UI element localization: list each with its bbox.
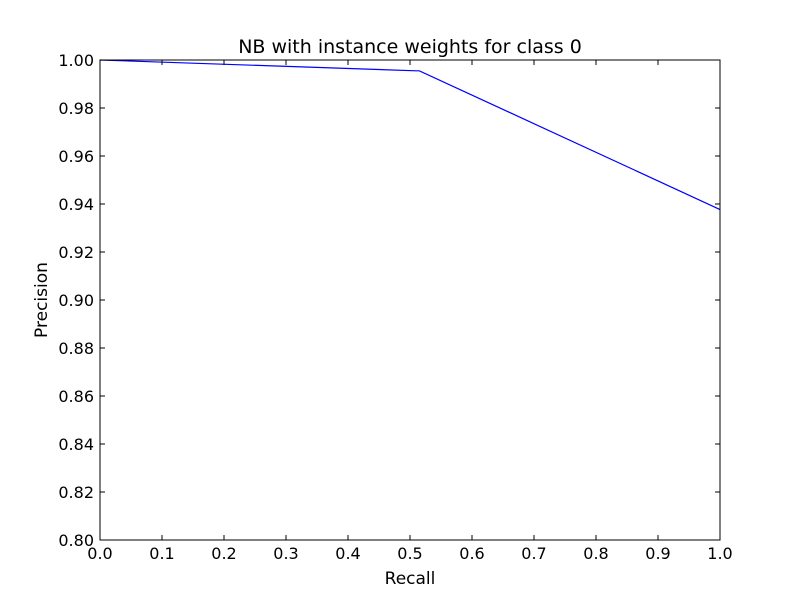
y-axis: 0.80 0.82 0.84 0.86 0.88 0.90 0.92 0.94 0.96 0.98… xyxy=(58,51,720,550)
y-tick-label: 0.90 xyxy=(58,291,94,310)
x-tick-label: 0.0 xyxy=(87,544,112,563)
chart-title: NB with instance weights for class 0 xyxy=(238,36,582,58)
y-tick-label: 0.80 xyxy=(58,531,94,550)
y-tick-label: 0.92 xyxy=(58,243,94,262)
x-tick-label: 0.1 xyxy=(149,544,174,563)
y-tick-label: 0.98 xyxy=(58,99,94,118)
y-tick-label: 0.96 xyxy=(58,147,94,166)
x-axis-title: Recall xyxy=(385,569,436,589)
x-tick-label: 0.6 xyxy=(459,544,484,563)
x-tick-label: 0.2 xyxy=(211,544,236,563)
x-tick-label: 0.3 xyxy=(273,544,298,563)
x-tick-label: 0.9 xyxy=(645,544,670,563)
y-tick-label: 0.82 xyxy=(58,483,94,502)
y-tick-label: 0.84 xyxy=(58,435,94,454)
x-tick-label: 0.4 xyxy=(335,544,360,563)
plot-area xyxy=(99,59,721,211)
x-tick-label: 0.5 xyxy=(397,544,422,563)
x-tick-label: 1.0 xyxy=(707,544,732,563)
y-tick-label: 0.88 xyxy=(58,339,94,358)
x-tick-label: 0.8 xyxy=(583,544,608,563)
y-tick-label: 0.86 xyxy=(58,387,94,406)
series-line xyxy=(99,59,721,211)
x-axis: 0.0 0.1 0.2 0.3 0.4 0.5 0.6 0.7 0.8 0.9 1.0 xyxy=(87,60,733,563)
y-axis-title: Precision xyxy=(32,262,52,338)
y-tick-label: 0.94 xyxy=(58,195,94,214)
x-tick-label: 0.7 xyxy=(521,544,546,563)
y-tick-label: 1.00 xyxy=(58,51,94,70)
